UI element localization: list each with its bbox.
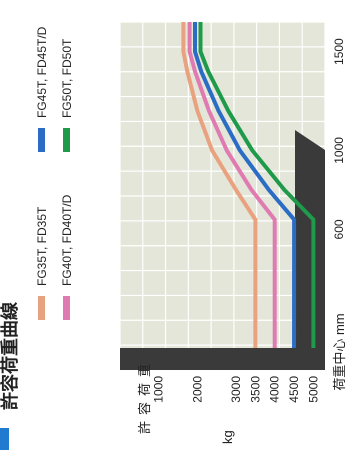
x-tick-label: 1500 xyxy=(332,38,346,65)
floor-base xyxy=(120,130,325,370)
y-tick-label: 1000 xyxy=(152,376,166,403)
legend-swatch xyxy=(63,296,70,320)
chart-title: 許容荷重曲線 xyxy=(0,302,20,410)
y-tick-label: 3500 xyxy=(248,376,262,403)
y-tick-label: 3000 xyxy=(229,376,243,403)
y-tick-label: 4000 xyxy=(268,376,282,403)
x-tick-label: 600 xyxy=(332,219,346,239)
y-axis-ticks: 1000 2000 3000 3500 4000 4500 5000 xyxy=(152,376,321,403)
y-tick-label: 2000 xyxy=(190,376,204,403)
y-tick-label: 5000 xyxy=(306,376,320,403)
series-line-3 xyxy=(193,22,297,349)
series-line-4 xyxy=(198,22,316,349)
title-marker xyxy=(0,428,9,450)
legend-label: FG45T, FD45T/D xyxy=(35,26,49,118)
y-axis-label: 許容荷重 xyxy=(137,358,152,434)
series-line-1 xyxy=(181,22,258,349)
series-layer xyxy=(181,22,316,349)
x-axis-label: 荷重中心 mm xyxy=(332,313,347,390)
y-tick-label: 4500 xyxy=(287,376,301,403)
legend-label: FG40T, FD40T/D xyxy=(60,194,74,286)
y-axis-unit: kg xyxy=(220,430,235,444)
legend-swatch xyxy=(38,296,45,320)
x-axis-ticks: 600 1000 1500 xyxy=(332,38,346,240)
legend-label: FG35T, FD35T xyxy=(35,206,49,286)
series-line-2 xyxy=(187,22,277,349)
x-tick-label: 1000 xyxy=(332,137,346,164)
legend-swatch xyxy=(63,128,70,152)
legend: FG35T, FD35T FG40T, FD40T/D FG45T, FD45T/D… xyxy=(35,26,74,320)
legend-label: FG50T, FD50T xyxy=(60,38,74,118)
legend-swatch xyxy=(38,128,45,152)
